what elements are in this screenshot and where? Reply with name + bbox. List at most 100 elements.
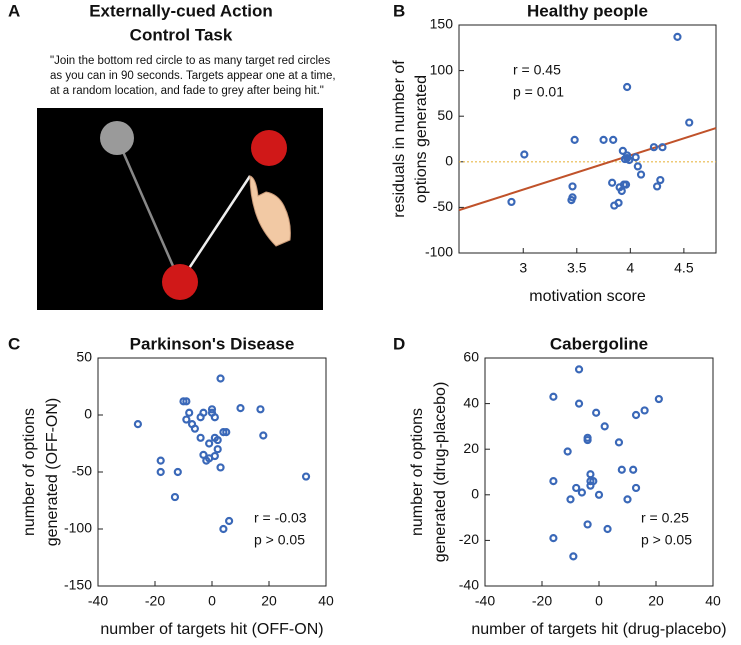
x-tick-label: 40 [705,593,721,609]
x-tick-label: 4.5 [674,260,694,276]
y-tick-label: 100 [430,61,454,77]
data-point [623,82,632,92]
x-tick-label: 20 [648,593,664,609]
data-point [563,447,572,456]
x-tick-label: 4 [626,260,634,276]
data-point [179,397,188,406]
data-point [600,422,609,431]
x-tick-label: -20 [532,593,552,609]
y-axis-label: options generated [413,75,430,203]
data-point [568,182,577,191]
data-point [583,520,592,529]
data-point [574,365,584,374]
data-point [609,135,618,145]
panel-title: Control Task [130,25,233,44]
data-point [673,32,682,41]
y-tick-label: -50 [433,198,453,214]
annotation: p > 0.05 [254,532,305,548]
data-point [170,492,180,502]
x-tick-label: -40 [88,593,108,609]
data-point [654,394,663,404]
data-point [507,197,516,207]
data-point [173,467,182,477]
y-tick-label: 0 [84,406,92,422]
data-point [572,483,581,493]
plot-area [97,357,327,587]
data-point [196,433,205,442]
data-point [190,424,199,433]
panel-label: B [393,1,405,20]
panel-label: C [8,334,20,353]
x-tick-label: 20 [261,593,277,609]
data-point [213,435,222,445]
data-point [210,413,219,422]
data-point [599,135,608,145]
data-point [623,151,632,160]
y-tick-label: 150 [430,16,454,32]
annotation: r = -0.03 [254,510,307,526]
y-tick-label: 60 [463,349,479,365]
x-tick-label: 0 [208,593,216,609]
annotation: r = 0.45 [513,62,561,78]
y-tick-label: -50 [72,463,92,479]
x-tick-label: -20 [145,593,165,609]
x-axis-label: motivation score [529,288,646,305]
data-point [621,180,631,189]
y-tick-label: -100 [64,520,92,536]
data-point [608,178,617,187]
y-tick-label: 40 [463,394,479,410]
data-point [631,410,641,420]
fit-line [458,127,717,212]
data-point [631,483,641,493]
data-point [225,516,234,526]
data-point [567,196,576,205]
plot-area [484,357,714,587]
data-point [207,405,217,414]
annotation: p = 0.01 [513,84,564,100]
data-point [614,198,623,207]
y-tick-label: -20 [459,531,479,547]
data-point [156,467,165,477]
data-point [182,397,191,406]
data-point [592,408,601,417]
x-tick-label: -40 [475,593,495,609]
data-point [586,481,595,490]
data-point [133,420,142,429]
chart-title: Parkinson's Disease [130,334,295,353]
data-point [520,150,529,159]
y-tick-label: 0 [445,153,453,169]
data-point [569,552,578,561]
data-point [577,488,587,497]
y-tick-label: -40 [459,577,479,593]
x-tick-label: 3 [519,260,527,276]
data-point [614,438,624,447]
y-tick-label: 0 [471,486,479,502]
data-point [617,465,626,474]
data-point [210,451,219,461]
data-point [615,183,624,192]
y-axis-label: number of options [21,408,38,536]
y-axis-label: residuals in number of [391,60,408,218]
data-point [199,408,208,417]
data-point [219,428,228,437]
data-point [653,182,662,191]
x-axis-label: number of targets hit (drug-placebo) [471,621,726,638]
task-illustration [37,108,323,310]
chart-title: Healthy people [527,1,648,20]
data-point [640,406,649,415]
data-point [222,428,231,437]
y-axis-label: generated (drug-placebo) [432,382,449,563]
data-point [649,143,658,152]
y-axis-label: number of options [409,408,426,536]
data-point [658,143,667,152]
y-tick-label: -100 [425,244,453,260]
data-point [216,374,225,383]
panel-label: D [393,334,405,353]
data-point [656,175,665,185]
data-point [583,433,592,442]
x-tick-label: 3.5 [567,260,587,276]
x-tick-label: 40 [318,593,334,609]
panel-title: Externally-cued Action [89,1,273,20]
data-point [259,431,268,440]
data-point [185,408,194,417]
